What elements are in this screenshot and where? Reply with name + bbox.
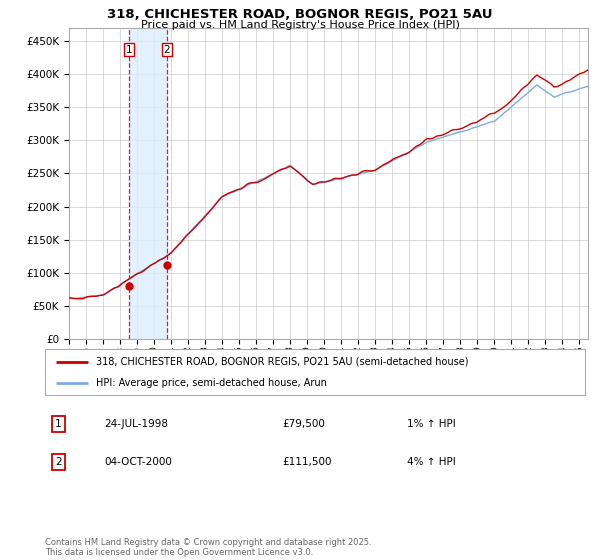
- Text: 318, CHICHESTER ROAD, BOGNOR REGIS, PO21 5AU (semi-detached house): 318, CHICHESTER ROAD, BOGNOR REGIS, PO21…: [96, 357, 469, 367]
- Text: HPI: Average price, semi-detached house, Arun: HPI: Average price, semi-detached house,…: [96, 378, 327, 388]
- Text: £79,500: £79,500: [283, 419, 325, 429]
- Text: 1: 1: [126, 45, 133, 54]
- Text: 2: 2: [164, 45, 170, 54]
- Text: 4% ↑ HPI: 4% ↑ HPI: [407, 457, 455, 467]
- Text: 318, CHICHESTER ROAD, BOGNOR REGIS, PO21 5AU: 318, CHICHESTER ROAD, BOGNOR REGIS, PO21…: [107, 8, 493, 21]
- FancyBboxPatch shape: [45, 349, 585, 395]
- Text: 1: 1: [55, 419, 62, 429]
- Bar: [129, 28, 167, 339]
- Text: £111,500: £111,500: [283, 457, 332, 467]
- Point: [124, 282, 134, 291]
- Text: Contains HM Land Registry data © Crown copyright and database right 2025.
This d: Contains HM Land Registry data © Crown c…: [45, 538, 371, 557]
- Text: Price paid vs. HM Land Registry's House Price Index (HPI): Price paid vs. HM Land Registry's House …: [140, 20, 460, 30]
- Text: 24-JUL-1998: 24-JUL-1998: [104, 419, 169, 429]
- Point: [162, 260, 172, 269]
- Text: 04-OCT-2000: 04-OCT-2000: [104, 457, 172, 467]
- Text: 2: 2: [55, 457, 62, 467]
- Text: 1% ↑ HPI: 1% ↑ HPI: [407, 419, 455, 429]
